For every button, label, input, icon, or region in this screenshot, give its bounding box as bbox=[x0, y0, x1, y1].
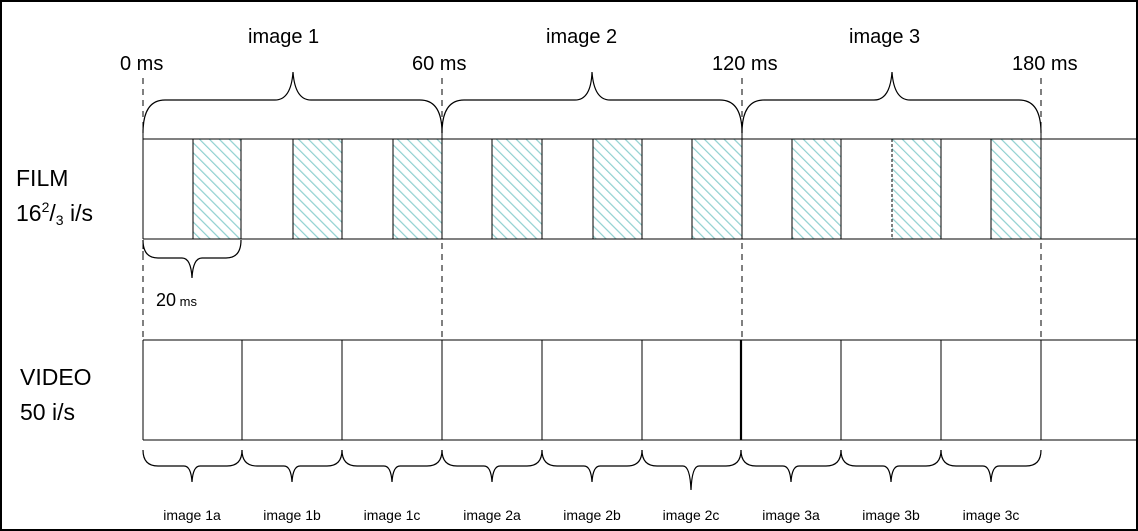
video-brace-3c bbox=[940, 449, 1042, 483]
interval-label: 20 ms bbox=[156, 290, 197, 310]
video-brace-2a bbox=[441, 449, 543, 483]
interval-unit: ms bbox=[176, 294, 197, 309]
film-frame-3-shutter bbox=[393, 139, 442, 239]
video-frame-label-3a: image 3a bbox=[762, 507, 820, 523]
film-rate-unit: i/s bbox=[64, 200, 93, 226]
time-marker-180: 180 ms bbox=[1012, 53, 1078, 75]
film-frame-9-shutter bbox=[991, 139, 1041, 239]
group-brace-image-3 bbox=[741, 71, 1042, 134]
group-label-image-1: image 1 bbox=[248, 26, 319, 48]
film-frame-7-shutter bbox=[792, 139, 841, 239]
film-rate-slash: / bbox=[49, 200, 56, 226]
video-frame-label-3c: image 3c bbox=[963, 507, 1020, 523]
video-frame-label-2b: image 2b bbox=[563, 507, 621, 523]
film-rate-label: 162/3 i/s bbox=[16, 199, 93, 228]
time-marker-120: 120 ms bbox=[712, 53, 778, 75]
group-label-image-3: image 3 bbox=[849, 26, 920, 48]
film-frame-4-shutter bbox=[492, 139, 542, 239]
video-strip bbox=[142, 339, 1136, 441]
film-rate-prefix: 16 bbox=[16, 200, 42, 226]
film-frame-6-shutter bbox=[692, 139, 742, 239]
time-marker-0: 0 ms bbox=[120, 53, 163, 75]
film-strip bbox=[142, 138, 1136, 240]
film-frame-5-shutter bbox=[593, 139, 642, 239]
video-frame-label-1c: image 1c bbox=[364, 507, 421, 523]
time-marker-60: 60 ms bbox=[412, 53, 466, 75]
video-frame-braces bbox=[142, 449, 1042, 491]
video-frame-label-2c: image 2c bbox=[663, 507, 720, 523]
video-label: VIDEO bbox=[20, 364, 92, 390]
video-frame-label-3b: image 3b bbox=[862, 507, 920, 523]
group-braces bbox=[142, 71, 1042, 134]
video-frame-label-1a: image 1a bbox=[163, 507, 221, 523]
interval-brace bbox=[142, 239, 242, 279]
video-rate-label: 50 i/s bbox=[20, 399, 75, 425]
video-brace-3a bbox=[740, 449, 842, 483]
film-rate-sub: 3 bbox=[56, 212, 64, 228]
video-brace-2c bbox=[641, 449, 742, 491]
video-brace-1c bbox=[341, 449, 443, 483]
video-brace-1a bbox=[142, 449, 243, 483]
interval-value: 20 bbox=[156, 290, 176, 310]
group-brace-image-1 bbox=[142, 71, 443, 134]
film-label: FILM bbox=[16, 165, 68, 191]
video-brace-3b bbox=[840, 449, 942, 483]
video-brace-1b bbox=[241, 449, 343, 483]
film-frame-8-shutter bbox=[892, 139, 941, 239]
video-brace-2b bbox=[541, 449, 643, 483]
film-rate-sup: 2 bbox=[42, 199, 50, 215]
group-label-image-2: image 2 bbox=[546, 26, 617, 48]
group-brace-image-2 bbox=[441, 71, 743, 134]
video-frame-label-2a: image 2a bbox=[463, 507, 521, 523]
film-frame-1-shutter bbox=[193, 139, 241, 239]
film-frame-2-shutter bbox=[293, 139, 342, 239]
video-frame-label-1b: image 1b bbox=[263, 507, 321, 523]
